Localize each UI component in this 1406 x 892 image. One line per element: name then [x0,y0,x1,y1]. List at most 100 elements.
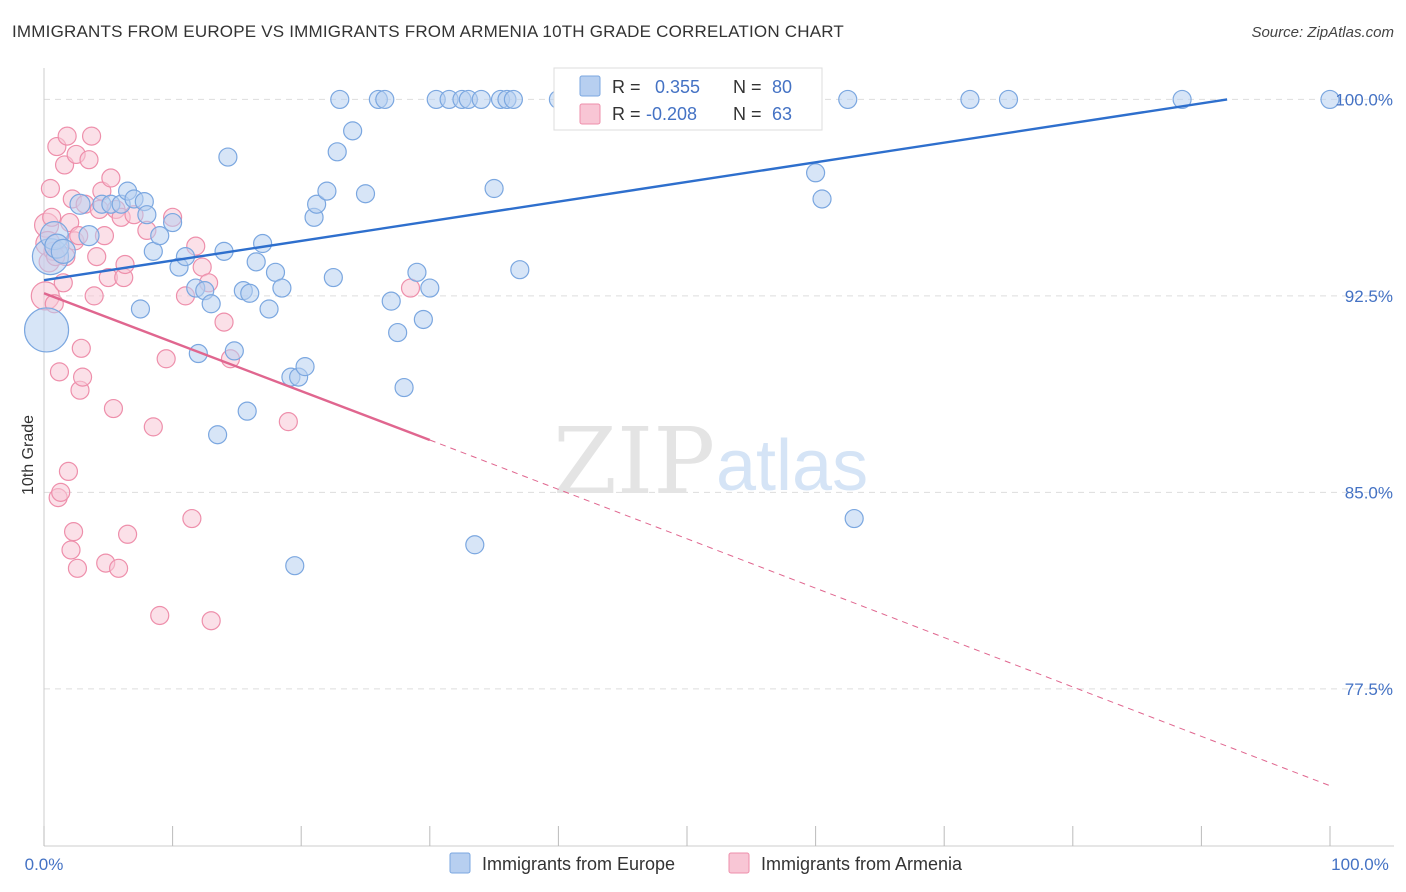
armenia-point [61,540,81,560]
x-axis-ticks [43,826,1331,846]
armenia-point [49,362,70,382]
europe-point [317,181,337,201]
armenia-point [58,461,79,482]
europe-point [50,238,76,264]
armenia-point [115,254,135,275]
stats-legend: R = 0.355 N = 80 R = -0.208 N = 63 [553,67,823,131]
stats-r-label-europe: R = [612,77,641,97]
legend-swatch-armenia [728,852,750,874]
europe-point [253,233,273,254]
armenia-trend-line-extension [429,439,1331,787]
europe-point [201,294,221,314]
stats-n-value-europe: 80 [772,77,792,97]
europe-point [78,225,100,247]
armenia-point [72,367,93,387]
europe-point [330,89,350,110]
grid-lines [44,98,1394,690]
armenia-point [67,558,88,578]
europe-point [130,299,151,319]
europe-point [812,189,832,209]
stats-legend-swatch-armenia [579,103,601,125]
armenia-trend-line [43,292,431,442]
europe-point [137,205,157,225]
europe-point [413,309,433,330]
stats-n-label-europe: N = [733,77,762,97]
stats-r-value-europe: 0.355 [655,77,700,97]
armenia-point [84,286,104,306]
y-axis-label: 10th Grade [20,415,37,495]
stats-r-label-armenia: R = [612,104,641,124]
legend-label-armenia: Immigrants from Armenia [761,854,963,874]
europe-point [394,377,414,398]
armenia-point [57,126,77,146]
europe-point [375,89,395,110]
europe-point [484,178,504,199]
europe-point [1320,89,1340,110]
europe-point [295,357,315,377]
armenia-point [87,247,107,267]
europe-point [998,89,1019,110]
y-tick-labels: 100.0% 92.5% 85.0% 77.5% [1335,90,1393,698]
europe-point [163,212,183,233]
europe-point [471,89,491,110]
europe-trend-line [43,98,1228,282]
source-label: Source: ZipAtlas.com [1251,24,1394,41]
europe-point [224,341,244,361]
x-tick-label-min: 0.0% [25,855,64,874]
legend-label-europe: Immigrants from Europe [482,854,675,874]
armenia-point [278,412,298,432]
europe-point [388,322,408,343]
armenia-point [150,605,170,626]
armenia-point [108,558,129,578]
watermark-zip: ZIP [553,408,715,515]
watermark: ZIP atlas [553,408,868,515]
armenia-point [40,178,61,199]
europe-point [343,121,363,141]
y-tick-label: 92.5% [1345,287,1393,306]
europe-point [355,184,376,204]
stats-legend-swatch-europe [579,75,601,97]
europe-point [218,147,238,167]
trend-lines [43,98,1331,787]
europe-point [272,278,292,298]
armenia-point [117,524,138,544]
europe-point [1172,89,1192,110]
armenia-point [81,126,102,146]
europe-point [307,194,327,214]
axes [43,68,1394,847]
y-tick-label: 100.0% [1335,90,1393,109]
armenia-point [51,482,71,502]
stats-n-label-armenia: N = [733,104,762,124]
europe-point [240,283,260,303]
armenia-point [143,417,163,437]
armenia-point [201,611,221,631]
europe-point [285,556,305,576]
europe-point [259,299,279,319]
europe-point [23,307,70,353]
europe-point [246,252,266,272]
europe-point [237,401,257,421]
europe-point [805,163,826,183]
armenia-point [182,508,202,529]
x-tick-label-max: 100.0% [1331,855,1389,874]
europe-point [381,291,401,311]
armenia-point [103,398,124,419]
europe-point [69,193,91,215]
stats-n-value-armenia: 63 [772,104,792,124]
y-tick-label: 77.5% [1345,680,1393,699]
armenia-point [71,338,91,358]
europe-point [327,142,347,162]
europe-point [323,267,343,288]
watermark-atlas: atlas [716,426,868,506]
europe-point [208,425,228,445]
armenia-point [214,312,234,332]
armenia-point [63,522,84,542]
chart-title: IMMIGRANTS FROM EUROPE VS IMMIGRANTS FRO… [12,22,844,41]
legend-swatch-europe [449,852,471,874]
stats-r-value-armenia: -0.208 [646,104,697,124]
europe-point [407,262,427,282]
europe-point [503,89,523,110]
armenia-point [101,168,121,188]
europe-point [420,278,440,298]
